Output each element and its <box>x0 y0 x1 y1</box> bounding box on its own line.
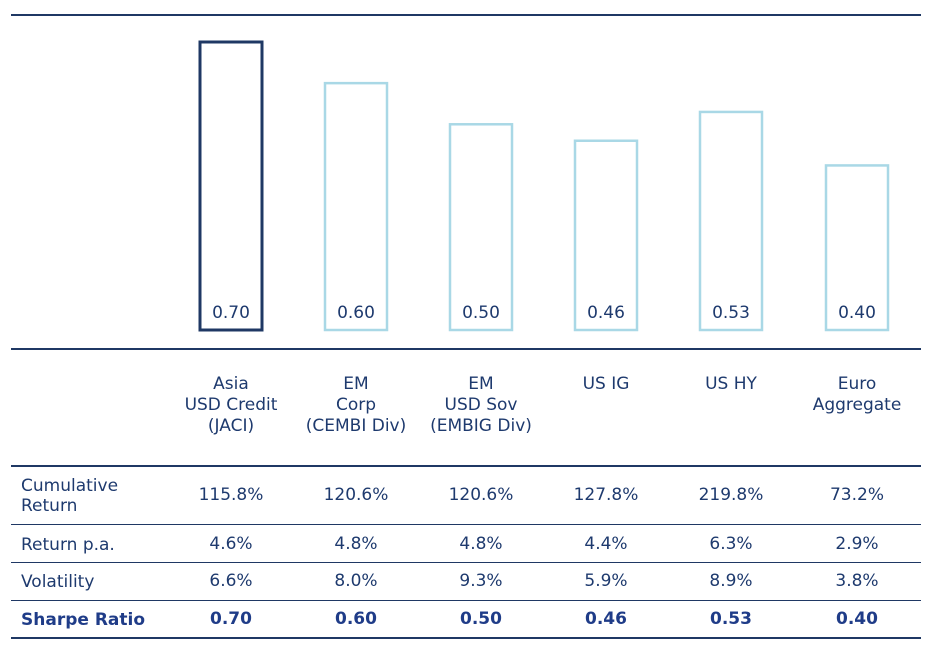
column-header-5: US HY <box>666 374 796 395</box>
row-divider-2 <box>11 562 921 563</box>
column-header-line: (EMBIG Div) <box>430 416 532 436</box>
table-cell: 73.2% <box>829 485 884 505</box>
row-label-1: Cumulative Return <box>21 476 118 516</box>
column-header-line: (JACI) <box>207 416 255 436</box>
table-bottom-rule <box>11 637 921 639</box>
bar-value-label-5: 0.53 <box>712 303 750 323</box>
table-cell: 4.4% <box>584 534 628 554</box>
table-cell: 120.6% <box>323 485 389 505</box>
table-cell: 0.50 <box>460 609 502 629</box>
row-label-3: Volatility <box>21 572 94 592</box>
row-label-4: Sharpe Ratio <box>21 610 145 630</box>
row-label-2: Return p.a. <box>21 535 115 555</box>
table-cell: 120.6% <box>448 485 514 505</box>
bar-4 <box>573 139 639 332</box>
table-cell: 6.6% <box>209 571 253 591</box>
bar-2 <box>323 81 389 332</box>
column-header-line: Asia <box>213 374 249 394</box>
row-divider-1 <box>11 524 921 525</box>
column-header-line: USD Credit <box>184 395 278 415</box>
bar-5 <box>698 110 764 332</box>
axis-rule <box>11 348 921 350</box>
table-cell: 4.6% <box>209 534 253 554</box>
row-label-line: Volatility <box>21 572 95 592</box>
column-header-line: EM <box>468 374 494 394</box>
table-cell: 0.60 <box>335 609 377 629</box>
table-cell: 115.8% <box>198 485 264 505</box>
bar-3 <box>448 123 514 332</box>
table-cell: 0.40 <box>836 609 878 629</box>
bar-6 <box>824 164 890 332</box>
table-cell: 219.8% <box>698 485 764 505</box>
row-label-line: Return <box>21 496 78 516</box>
column-header-line: USD Sov <box>444 395 518 415</box>
column-header-line: US IG <box>582 374 630 394</box>
table-cell: 9.3% <box>459 571 503 591</box>
column-header-4: US IG <box>541 374 671 395</box>
row-label-line: Cumulative <box>21 476 119 496</box>
bar-value-label-3: 0.50 <box>462 303 500 323</box>
column-header-line: US HY <box>705 374 757 394</box>
table-cell: 127.8% <box>573 485 639 505</box>
bar-value-label-2: 0.60 <box>337 303 375 323</box>
table-cell: 4.8% <box>459 534 503 554</box>
column-header-3: EM USD Sov (EMBIG Div) <box>416 374 546 437</box>
table-cell: 6.3% <box>709 534 753 554</box>
table-cell: 5.9% <box>584 571 628 591</box>
table-cell: 2.9% <box>835 534 879 554</box>
row-label-line: Return p.a. <box>21 535 115 555</box>
bar-value-label-4: 0.46 <box>587 303 625 323</box>
bar-value-label-6: 0.40 <box>838 303 876 323</box>
table-cell: 8.0% <box>334 571 378 591</box>
table-cell: 0.70 <box>210 609 252 629</box>
table-cell: 0.46 <box>585 609 627 629</box>
column-header-line: Euro <box>837 374 877 394</box>
table-cell: 3.8% <box>835 571 879 591</box>
row-divider-3 <box>11 600 921 601</box>
column-header-1: Asia USD Credit (JACI) <box>166 374 296 437</box>
column-header-2: EM Corp (CEMBI Div) <box>291 374 421 437</box>
column-header-line: Aggregate <box>812 395 902 415</box>
table-top-rule <box>11 465 921 467</box>
sharpe-ratio-bar-chart: 0.70 0.60 0.50 0.46 0.53 0.40 <box>198 40 890 332</box>
column-header-line: (CEMBI Div) <box>305 416 407 436</box>
top-rule <box>11 14 921 16</box>
column-header-6: Euro Aggregate <box>792 374 922 416</box>
table-cell: 8.9% <box>709 571 753 591</box>
table-cell: 0.53 <box>710 609 752 629</box>
table-cell: 4.8% <box>334 534 378 554</box>
row-label-line: Sharpe Ratio <box>21 610 146 630</box>
column-header-line: EM <box>343 374 369 394</box>
bar-1 <box>198 40 264 332</box>
column-header-line: Corp <box>335 395 377 415</box>
bar-value-label-1: 0.70 <box>212 303 250 323</box>
